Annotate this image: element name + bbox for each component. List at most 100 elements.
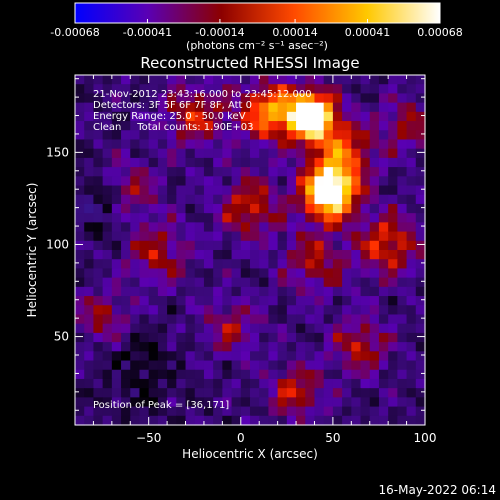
heatmap-cell [130, 157, 141, 168]
heatmap-cell [406, 102, 417, 113]
heatmap-cell [102, 296, 113, 306]
heatmap-cell [194, 157, 205, 168]
heatmap-cell [397, 176, 408, 187]
heatmap-cell [314, 213, 325, 223]
heatmap-cell [268, 194, 279, 205]
heatmap-cell [75, 305, 85, 316]
heatmap-cell [130, 305, 141, 316]
heatmap-cell [130, 332, 141, 343]
heatmap-cell [314, 323, 325, 334]
heatmap-cell [84, 259, 95, 270]
heatmap-cell [222, 139, 233, 150]
heatmap-cell [323, 213, 334, 223]
heatmap-cell [167, 286, 177, 297]
heatmap-cell [231, 167, 242, 177]
heatmap-cell [360, 406, 371, 417]
heatmap-cell [93, 139, 104, 150]
heatmap-cell [93, 93, 104, 104]
heatmap-cell [222, 240, 233, 251]
heatmap-cell [203, 360, 214, 371]
heatmap-cell [148, 222, 159, 233]
heatmap-cell [222, 268, 233, 279]
heatmap-cell [332, 360, 343, 371]
heatmap-cell [231, 277, 242, 288]
heatmap-cell [121, 406, 131, 417]
heatmap-cell [203, 130, 214, 141]
heatmap-cell [369, 121, 380, 131]
heatmap-cell [203, 323, 214, 334]
heatmap-cell [121, 342, 131, 352]
heatmap-cell [406, 176, 417, 187]
heatmap-cell [360, 296, 371, 306]
heatmap-cell [378, 240, 389, 251]
heatmap-cell [250, 130, 260, 141]
heatmap-cell [388, 332, 398, 343]
heatmap-cell [369, 148, 380, 159]
heatmap-cell [314, 111, 325, 122]
heatmap-cell [332, 240, 343, 251]
heatmap-cell [121, 185, 131, 196]
heatmap-cell [268, 351, 279, 362]
heatmap-cell [296, 194, 306, 205]
heatmap-cell [332, 203, 343, 214]
heatmap-cell [351, 102, 362, 113]
heatmap-cell [286, 342, 297, 352]
heatmap-cell [314, 314, 325, 325]
heatmap-cell [185, 139, 196, 150]
heatmap-cell [222, 406, 233, 417]
heatmap-cell [203, 139, 214, 150]
heatmap-cell [332, 75, 343, 85]
heatmap-cell [314, 268, 325, 279]
heatmap-cell [351, 222, 362, 233]
heatmap-cell [415, 388, 426, 398]
heatmap-cell [130, 388, 141, 398]
heatmap-cell [378, 397, 389, 408]
heatmap-cell [378, 305, 389, 316]
heatmap-cell [121, 213, 131, 223]
heatmap-cell [231, 240, 242, 251]
heatmap-cell [240, 102, 251, 113]
heatmap-cell [351, 342, 362, 352]
heatmap-cell [157, 222, 168, 233]
heatmap-cell [213, 351, 223, 362]
heatmap-cell [397, 296, 408, 306]
heatmap-cell [176, 286, 187, 297]
heatmap-cell [369, 84, 380, 95]
heatmap-cell [130, 240, 141, 251]
heatmap-cell [231, 406, 242, 417]
heatmap-cell [286, 102, 297, 113]
heatmap-cell [231, 397, 242, 408]
heatmap-cell [378, 222, 389, 233]
heatmap-cell [268, 286, 279, 297]
heatmap-cell [130, 185, 141, 196]
heatmap-cell [231, 139, 242, 150]
heatmap-cell [240, 369, 251, 380]
heatmap-cell [231, 360, 242, 371]
heatmap-cell [75, 213, 85, 223]
x-axis-label: Heliocentric X (arcsec) [182, 447, 318, 461]
heatmap-cell [176, 148, 187, 159]
heatmap-cell [305, 397, 316, 408]
heatmap-cell [157, 351, 168, 362]
heatmap-cell [342, 176, 352, 187]
heatmap-cell [148, 406, 159, 417]
heatmap-cell [369, 157, 380, 168]
heatmap-cell [102, 406, 113, 417]
heatmap-cell [268, 213, 279, 223]
heatmap-cell [139, 360, 150, 371]
heatmap-cell [75, 360, 85, 371]
heatmap-cell [157, 213, 168, 223]
heatmap-cell [314, 130, 325, 141]
heatmap-cell [111, 102, 122, 113]
heatmap-cell [305, 139, 316, 150]
heatmap-cell [415, 139, 426, 150]
heatmap-cell [102, 360, 113, 371]
heatmap-cell [388, 286, 398, 297]
heatmap-cell [102, 277, 113, 288]
heatmap-cell [75, 240, 85, 251]
heatmap-cell [286, 213, 297, 223]
heatmap-cell [397, 194, 408, 205]
heatmap-cell [231, 157, 242, 168]
heatmap-cell [277, 84, 288, 95]
heatmap-cell [213, 157, 223, 168]
